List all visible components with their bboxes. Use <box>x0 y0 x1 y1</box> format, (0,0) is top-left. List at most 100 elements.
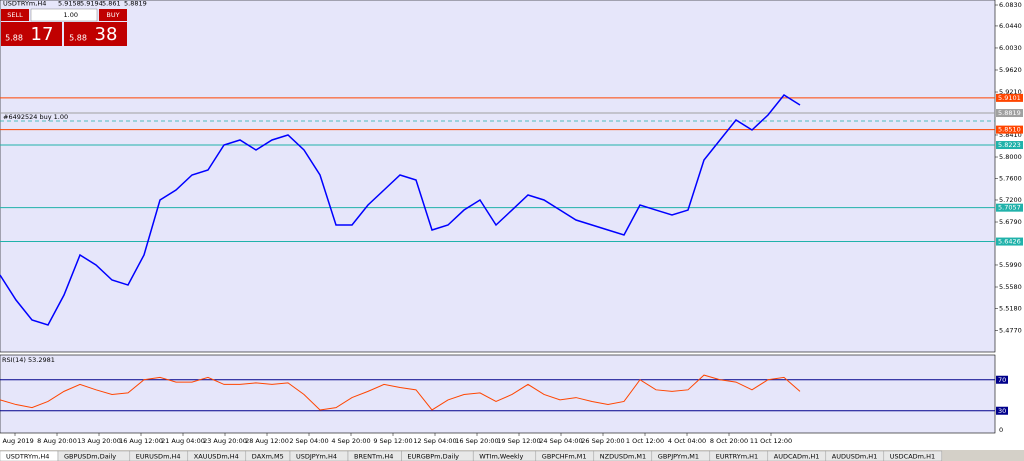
level-label: 5.8510 <box>998 126 1021 134</box>
tab: GBPCHFm,M1 <box>535 450 595 461</box>
tab: EURGBPm,Daily <box>401 450 474 461</box>
x-tick-label: 4 Sep 20:00 <box>331 437 370 445</box>
y-tick-label: 6.0830 <box>999 1 1022 9</box>
level-label: 5.6426 <box>998 238 1021 246</box>
tab-label: AUDUSDm,H1 <box>832 453 878 461</box>
tab-label: BRENTm,H4 <box>354 453 393 461</box>
sell-big: 5.88 <box>5 34 23 43</box>
level-box <box>996 93 1023 102</box>
x-tick-label: 24 Sep 04:00 <box>539 437 582 445</box>
y-tick-label: 5.5990 <box>999 261 1022 269</box>
level-box <box>996 125 1023 134</box>
y-tick-label: 5.8000 <box>999 153 1022 161</box>
header-close: 5.8819 <box>124 0 147 8</box>
tab-label: USDJPYm,H4 <box>296 453 337 461</box>
lot-text: 1.00 <box>64 11 78 19</box>
tab-label: EURGBPm,Daily <box>407 453 459 461</box>
price-line <box>0 94 801 326</box>
buy-price[interactable] <box>64 22 127 46</box>
tab: EURTRYm,H1 <box>709 450 769 461</box>
rsi-name: RSI(14) <box>2 356 26 364</box>
lot-input[interactable] <box>30 8 98 22</box>
buy-button[interactable] <box>99 9 127 21</box>
tab: USDCADm,H1 <box>883 450 943 461</box>
tab-label: GBPUSDm,Daily <box>64 453 116 461</box>
x-tick-label: 9 Sep 12:00 <box>373 437 412 445</box>
tab-label: NZDUSDm,M1 <box>600 453 646 461</box>
header-low: 5.861 <box>102 0 121 8</box>
header-open: 5.9158 <box>58 0 81 8</box>
buy-text: BUY <box>106 11 119 19</box>
rsi-tick-label: 30 <box>998 407 1006 415</box>
buy-big: 5.88 <box>69 34 87 43</box>
x-tick-label: 4 Oct 04:00 <box>668 437 706 445</box>
level-box <box>996 203 1023 212</box>
y-tick-label: 6.0440 <box>999 22 1022 30</box>
x-tick-label: 1 Oct 12:00 <box>626 437 664 445</box>
x-tick-label: 12 Sep 04:00 <box>413 437 456 445</box>
trade-panel: SELL 1.00 BUY 5.88 17 5.88 38 <box>1 8 127 46</box>
rsi-level-box <box>996 406 1008 415</box>
y-tick-label: 6.0030 <box>999 44 1022 52</box>
header-high: 5.9194 <box>80 0 103 8</box>
sell-text: SELL <box>7 11 23 19</box>
x-tick-label: 26 Sep 20:00 <box>581 437 624 445</box>
level-label: 5.8819 <box>998 109 1021 117</box>
level-box <box>996 237 1023 246</box>
y-tick-label: 5.6790 <box>999 218 1022 226</box>
tab: EURUSDm,H4 <box>129 450 189 461</box>
y-tick-label: 5.5580 <box>999 283 1022 291</box>
level-label: 5.8223 <box>998 141 1021 149</box>
y-tick-label: 5.7600 <box>999 175 1022 183</box>
level-box <box>996 109 1023 118</box>
sell-button[interactable] <box>1 9 29 21</box>
tab-label: WTIm,Weekly <box>479 453 523 461</box>
sell-price[interactable] <box>1 22 62 46</box>
x-tick-label: 11 Oct 12:00 <box>750 437 792 445</box>
x-tick-label: 6 Aug 2019 <box>0 437 34 445</box>
tab-label: USDCADm,H1 <box>890 453 935 461</box>
rsi-line <box>0 374 801 411</box>
x-tick-label: 8 Oct 20:00 <box>710 437 748 445</box>
tab-label: GBPCHFm,M1 <box>542 453 587 461</box>
tab-label: XAUUSDm,H4 <box>194 453 239 461</box>
tab: WTIm,Weekly <box>472 450 537 461</box>
tab: BRENTm,H4 <box>347 450 402 461</box>
tab-label: AUDCADm,H1 <box>774 453 820 461</box>
x-tick-label: 23 Aug 20:00 <box>203 437 247 445</box>
tab: AUDUSDm,H1 <box>825 450 885 461</box>
tab: USDTRYm,H4 <box>0 450 59 461</box>
y-tick-label: 5.7200 <box>999 196 1022 204</box>
tab: DAXm,M5 <box>245 450 291 461</box>
x-tick-label: 19 Sep 12:00 <box>497 437 540 445</box>
y-tick-label: 5.8410 <box>999 131 1022 139</box>
rsi-tick-label: 70 <box>998 376 1006 384</box>
header-symbol: USDTRYm,H4 <box>3 0 46 8</box>
x-tick-label: 21 Aug 04:00 <box>161 437 205 445</box>
tab: GBPUSDm,Daily <box>57 450 131 461</box>
rsi-tick-label: 0 <box>999 426 1003 434</box>
level-box <box>996 141 1023 150</box>
x-tick-label: 2 Sep 04:00 <box>289 437 328 445</box>
tab-label: DAXm,M5 <box>252 453 284 461</box>
x-tick-label: 13 Aug 20:00 <box>77 437 121 445</box>
rsi-pane <box>0 354 996 434</box>
level-label: 5.9101 <box>998 94 1021 102</box>
tab-label: USDTRYm,H4 <box>6 453 49 461</box>
tab[interactable] <box>883 450 943 461</box>
tab: USDJPYm,H4 <box>289 450 349 461</box>
buy-pips: 38 <box>95 24 118 45</box>
tab-label: EURUSDm,H4 <box>136 453 181 461</box>
rsi-last: 53.2981 <box>28 356 55 364</box>
sell-pips: 17 <box>31 24 54 45</box>
level-label: 5.7057 <box>998 204 1021 212</box>
x-tick-label: 8 Aug 20:00 <box>37 437 77 445</box>
x-tick-label: 28 Aug 12:00 <box>245 437 289 445</box>
tab: XAUUSDm,H4 <box>187 450 247 461</box>
y-tick-label: 5.9620 <box>999 66 1022 74</box>
tab: GBPJPYm,M1 <box>651 450 711 461</box>
rsi-level-box <box>996 375 1008 384</box>
order-label: #6492524 buy 1.00 <box>3 113 68 121</box>
y-tick-label: 5.5180 <box>999 304 1022 312</box>
